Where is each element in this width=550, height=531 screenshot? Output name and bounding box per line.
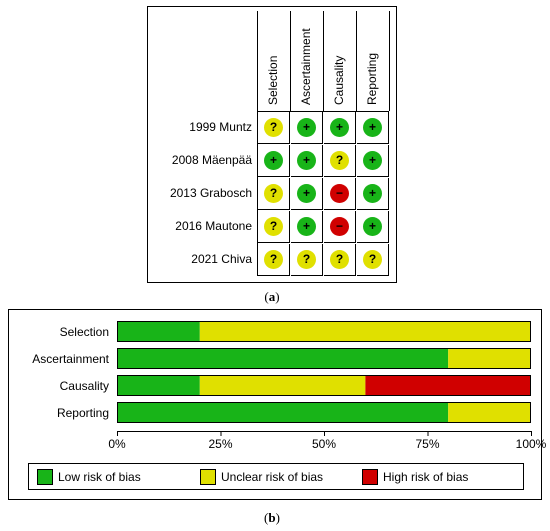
bar-outline bbox=[117, 321, 531, 342]
unclear-risk-icon: ? bbox=[297, 250, 316, 269]
bar-segment-high bbox=[365, 375, 531, 396]
header-divider bbox=[257, 11, 258, 111]
caption-b: (b) bbox=[264, 510, 280, 525]
grid-cell: + bbox=[357, 178, 389, 210]
bar-chart-svg bbox=[117, 321, 532, 436]
legend-label-low: Low risk of bias bbox=[58, 470, 141, 484]
grid-cell: ? bbox=[258, 211, 290, 243]
bar-segment-low bbox=[117, 348, 449, 369]
grid-cell: ? bbox=[324, 244, 356, 276]
bar-segment-low bbox=[117, 375, 200, 396]
bar-segment-unclear bbox=[199, 321, 532, 342]
x-tick-label: 50% bbox=[311, 437, 337, 451]
grid-cell: + bbox=[291, 211, 323, 243]
header-divider bbox=[290, 11, 291, 111]
bar-label-selection: Selection bbox=[59, 325, 109, 339]
bar-label-reporting: Reporting bbox=[56, 406, 109, 420]
low-risk-icon: + bbox=[297, 184, 316, 203]
grid-cell: + bbox=[324, 112, 356, 144]
grid-cell: + bbox=[291, 178, 323, 210]
study-label: 1999 Muntz bbox=[189, 120, 252, 134]
bar-segment-unclear bbox=[448, 402, 531, 423]
grid-top-border bbox=[257, 111, 389, 112]
low-risk-icon: + bbox=[363, 217, 382, 236]
low-risk-icon: + bbox=[297, 217, 316, 236]
column-header-ascertainment: Ascertainment bbox=[299, 28, 313, 105]
column-header-selection: Selection bbox=[266, 55, 280, 105]
legend-swatch-low bbox=[37, 469, 53, 485]
header-divider bbox=[323, 11, 324, 111]
study-label: 2008 Mäenpää bbox=[171, 153, 252, 167]
bar-label-causality: Causality bbox=[59, 379, 109, 393]
legend-swatch-high bbox=[362, 469, 378, 485]
legend-item-unclear: Unclear risk of bias bbox=[200, 469, 323, 485]
legend-label-high: High risk of bias bbox=[383, 470, 469, 484]
unclear-risk-icon: ? bbox=[264, 250, 283, 269]
column-header-causality: Causality bbox=[332, 55, 346, 105]
grid-cell: + bbox=[357, 112, 389, 144]
grid-cell: − bbox=[324, 211, 356, 243]
grid-cell: + bbox=[291, 112, 323, 144]
low-risk-icon: + bbox=[330, 118, 349, 137]
caption-a-letter: a bbox=[268, 289, 276, 304]
grid-cell: + bbox=[291, 145, 323, 177]
unclear-risk-icon: ? bbox=[264, 217, 283, 236]
grid-cell: ? bbox=[258, 178, 290, 210]
grid-cell: ? bbox=[357, 244, 389, 276]
bar-segment-low bbox=[117, 402, 449, 423]
unclear-risk-icon: ? bbox=[330, 151, 349, 170]
x-tick-label: 0% bbox=[108, 437, 126, 451]
bar-outline bbox=[117, 348, 531, 369]
bar-label-ascertainment: Ascertainment bbox=[32, 352, 109, 366]
grid-cell: ? bbox=[258, 112, 290, 144]
legend-label-unclear: Unclear risk of bias bbox=[221, 470, 324, 484]
bar-segment-unclear bbox=[199, 375, 366, 396]
low-risk-icon: + bbox=[363, 184, 382, 203]
risk-of-bias-graph: Selection Ascertainment Causality Reporting… bbox=[8, 309, 546, 500]
x-tick-label: 75% bbox=[415, 437, 440, 451]
bar-outline bbox=[117, 402, 531, 423]
grid-cell: + bbox=[258, 145, 290, 177]
header-divider bbox=[389, 11, 390, 111]
x-tick-label: 100% bbox=[515, 437, 547, 451]
grid-cell: − bbox=[324, 178, 356, 210]
grid-cell: ? bbox=[324, 145, 356, 177]
bar-segment-low bbox=[117, 321, 200, 342]
high-risk-icon: − bbox=[330, 184, 349, 203]
unclear-risk-icon: ? bbox=[264, 118, 283, 137]
grid-cell: ? bbox=[258, 244, 290, 276]
legend-swatch-unclear bbox=[200, 469, 216, 485]
bar-outline bbox=[117, 375, 531, 396]
grid-cell: ? bbox=[291, 244, 323, 276]
low-risk-icon: + bbox=[297, 118, 316, 137]
high-risk-icon: − bbox=[330, 217, 349, 236]
column-header-reporting: Reporting bbox=[365, 52, 379, 105]
grid-left-border bbox=[257, 111, 258, 276]
caption-a: (a) bbox=[264, 289, 280, 304]
header-divider bbox=[356, 11, 357, 111]
unclear-risk-icon: ? bbox=[363, 250, 382, 269]
legend: Low risk of bias Unclear risk of bias Hi… bbox=[28, 463, 524, 490]
low-risk-icon: + bbox=[264, 151, 283, 170]
legend-item-high: High risk of bias bbox=[362, 469, 468, 485]
unclear-risk-icon: ? bbox=[330, 250, 349, 269]
x-tick-label: 25% bbox=[208, 437, 233, 451]
legend-item-low: Low risk of bias bbox=[37, 469, 141, 485]
bar-segment-unclear bbox=[448, 348, 531, 369]
study-label: 2016 Mautone bbox=[175, 219, 252, 233]
study-label: 2021 Chiva bbox=[191, 252, 252, 266]
unclear-risk-icon: ? bbox=[264, 184, 283, 203]
low-risk-icon: + bbox=[363, 118, 382, 137]
risk-of-bias-summary: Selection Ascertainment Causality Reporting… bbox=[147, 6, 397, 283]
grid-cell: + bbox=[357, 211, 389, 243]
caption-b-letter: b bbox=[268, 510, 276, 525]
grid-cell: + bbox=[357, 145, 389, 177]
low-risk-icon: + bbox=[363, 151, 382, 170]
study-label: 2013 Grabosch bbox=[169, 186, 252, 200]
low-risk-icon: + bbox=[297, 151, 316, 170]
